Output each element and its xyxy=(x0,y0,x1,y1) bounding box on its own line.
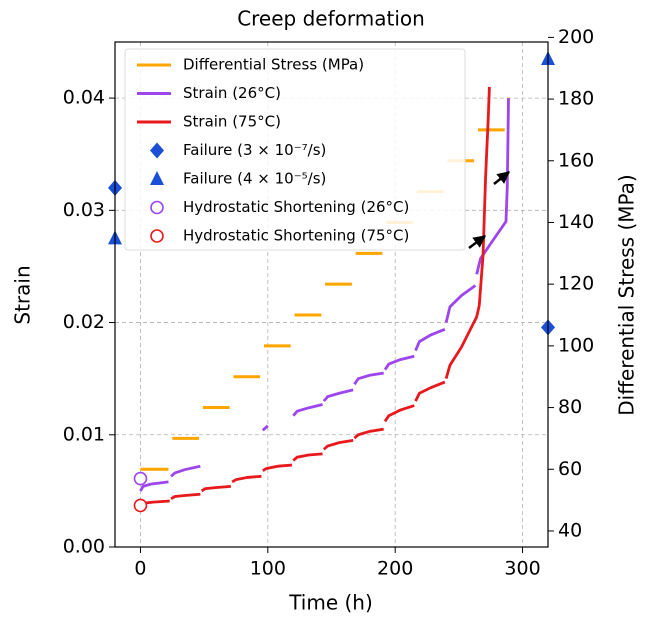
plot-frame xyxy=(114,41,549,548)
y2-tick-label: 160 xyxy=(558,149,594,171)
y2-tick-label: 180 xyxy=(558,88,594,110)
legend-label: Failure (3 × 10⁻⁷/s) xyxy=(183,141,326,159)
strain-line xyxy=(139,98,510,492)
y-tick-label: 0.04 xyxy=(63,87,105,109)
legend-label: Failure (4 × 10⁻⁵/s) xyxy=(183,170,326,188)
legend-box xyxy=(124,48,466,251)
strain-line xyxy=(139,86,491,507)
legend-label: Strain (26°C) xyxy=(183,84,281,102)
legend-marker xyxy=(150,200,164,215)
y2-tick-label: 80 xyxy=(558,396,582,418)
y2-tick-label: 200 xyxy=(558,26,594,48)
x-tick-label: 100 xyxy=(250,558,286,580)
y-tick-label: 0.03 xyxy=(63,199,105,221)
y2-tick-label: 140 xyxy=(558,211,594,233)
legend-marker xyxy=(150,171,164,185)
chart-title: Creep deformation xyxy=(237,7,425,31)
y2-tick-label: 60 xyxy=(558,458,582,480)
arrow xyxy=(468,235,486,249)
y-tick-label: 0.02 xyxy=(63,311,105,333)
y-axis-label: Strain xyxy=(11,265,35,324)
arrow xyxy=(493,171,510,185)
y2-tick-label: 40 xyxy=(558,519,582,541)
marker xyxy=(133,498,148,513)
x-tick-label: 200 xyxy=(377,558,413,580)
legend-label: Strain (75°C) xyxy=(183,113,281,131)
marker xyxy=(133,471,148,486)
y2-axis-label: Differential Stress (MPa) xyxy=(615,174,639,415)
y-tick-label: 0.00 xyxy=(63,536,105,558)
legend-label: Hydrostatic Shortening (75°C) xyxy=(183,227,409,245)
x-axis-label: Time (h) xyxy=(288,591,373,615)
y-tick-label: 0.01 xyxy=(63,423,105,445)
x-tick-label: 300 xyxy=(504,558,540,580)
x-tick-label: 0 xyxy=(134,558,146,580)
y2-tick-label: 100 xyxy=(558,334,594,356)
legend-marker xyxy=(150,142,164,159)
legend-label: Hydrostatic Shortening (26°C) xyxy=(183,198,409,216)
y2-tick-label: 120 xyxy=(558,273,594,295)
legend-label: Differential Stress (MPa) xyxy=(183,56,364,74)
legend-marker xyxy=(150,229,164,243)
